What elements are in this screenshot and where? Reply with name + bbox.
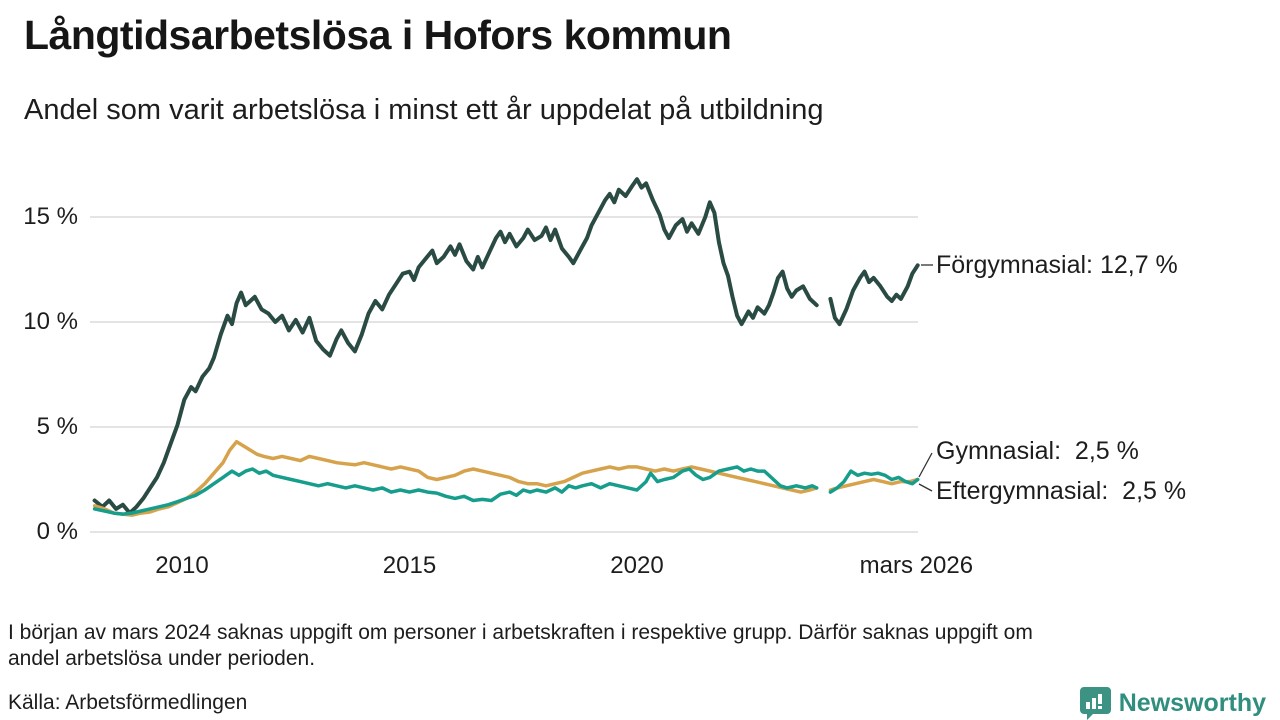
chart-subtitle: Andel som varit arbetslösa i minst ett å…: [24, 94, 824, 126]
series-line-eftergymnasial: [828, 469, 920, 494]
series-line-eftergymnasial: [92, 465, 819, 516]
x-axis-tick-label: 2010: [155, 552, 209, 579]
label-connector: [918, 452, 933, 478]
newsworthy-logo-icon: [1079, 687, 1111, 720]
source-text: Källa: Arbetsförmedlingen: [8, 691, 248, 714]
x-axis-tick-label: 2015: [382, 552, 437, 579]
x-axis-tick-label: 2020: [610, 552, 664, 579]
series-line-förgymnasial: [92, 177, 819, 516]
series-line-förgymnasial: [828, 263, 920, 327]
series-label-eftergymnasial: Eftergymnasial: 2,5 %: [936, 477, 1187, 505]
y-axis-tick-label: 10 %: [23, 308, 78, 335]
series-label-forgymnasial: Förgymnasial: 12,7 %: [936, 251, 1178, 279]
series-line-gymnasial: [92, 439, 819, 517]
label-connector-lines: [918, 264, 933, 492]
page-title: Långtidsarbetslösa i Hofors kommun: [24, 12, 732, 58]
brand-name: Newsworthy: [1118, 688, 1266, 717]
y-axis-tick-label: 15 %: [23, 203, 78, 230]
footnote: I början av mars 2024 saknas uppgift om …: [8, 620, 1258, 672]
y-axis-tick-label: 0 %: [36, 518, 78, 545]
series-label-gymnasial: Gymnasial: 2,5 %: [936, 437, 1139, 465]
x-axis-tick-label: mars 2026: [859, 552, 974, 579]
series-layer: [92, 177, 920, 517]
grid-layer: [90, 216, 918, 533]
footnote-line-1: I början av mars 2024 saknas uppgift om …: [8, 621, 1033, 644]
footnote-line-2: andel arbetslösa under perioden.: [8, 647, 316, 670]
newsworthy-brand: Newsworthy: [1079, 686, 1266, 720]
label-connector: [918, 483, 933, 492]
y-axis-tick-label: 5 %: [36, 413, 78, 440]
